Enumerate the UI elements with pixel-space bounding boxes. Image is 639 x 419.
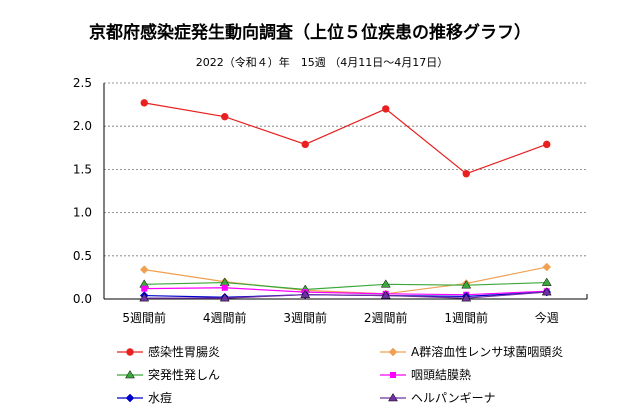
y-tick-label: 1.5 <box>73 162 92 176</box>
legend-label: 感染性胃腸炎 <box>148 344 220 359</box>
axes <box>103 83 588 300</box>
data-point <box>542 262 552 272</box>
legend-label: A群溶血性レンサ球菌咽頭炎 <box>411 344 563 359</box>
legend-item-0: 感染性胃腸炎 <box>117 344 220 359</box>
y-tick-label: 0.0 <box>73 292 92 306</box>
data-point <box>541 277 552 286</box>
x-tick-label: 5週間前 <box>122 310 166 325</box>
legend-label: 水痘 <box>148 390 172 405</box>
series-line <box>144 291 547 299</box>
series-line <box>144 102 547 175</box>
data-point <box>140 99 148 107</box>
series-lines <box>139 99 552 302</box>
data-point <box>388 347 398 357</box>
y-tick-label: 1.0 <box>73 206 92 220</box>
data-point <box>125 393 135 403</box>
data-point <box>221 112 229 121</box>
legend-item-2: 突発性発しん <box>117 367 220 382</box>
series-line <box>144 281 547 291</box>
data-point <box>139 265 149 274</box>
legend-item-3: 咽頭結膜熱 <box>380 368 471 382</box>
data-point <box>543 140 551 149</box>
legend-label: ヘルパンギーナ <box>411 391 496 405</box>
chart-title: 京都府感染症発生動向調査（上位５位疾患の推移グラフ） <box>89 22 531 43</box>
legend-item-5: ヘルパンギーナ <box>380 391 496 405</box>
data-point <box>462 170 470 178</box>
data-point <box>461 280 472 289</box>
x-tick-label: 2週間前 <box>364 310 408 325</box>
x-tick-label: 1週間前 <box>444 310 488 325</box>
data-point <box>126 348 134 356</box>
data-point <box>125 370 135 379</box>
legend-item-4: 水痘 <box>117 390 172 405</box>
data-point <box>380 279 391 288</box>
series-line <box>144 287 547 296</box>
series-line <box>144 266 547 295</box>
data-point <box>300 289 311 298</box>
data-point <box>461 293 472 302</box>
data-point <box>382 105 390 113</box>
series-5 <box>139 287 552 302</box>
legend-label: 突発性発しん <box>148 367 220 382</box>
y-axis-ticks: 0.0 0.5 1.0 1.5 2.0 2.5 <box>73 76 92 306</box>
series-2 <box>139 277 552 293</box>
y-tick-label: 2.5 <box>73 76 92 90</box>
y-tick-label: 0.5 <box>73 249 92 263</box>
series-0 <box>140 99 551 178</box>
x-tick-label: 3週間前 <box>283 310 327 325</box>
y-tick-label: 2.0 <box>73 119 92 133</box>
data-point <box>139 293 150 302</box>
chart-subtitle: 2022（令和４）年 15週 （4月11日～4月17日） <box>196 55 448 69</box>
x-tick-label: 4週間前 <box>203 310 247 325</box>
legend-item-1: A群溶血性レンサ球菌咽頭炎 <box>380 344 563 359</box>
data-point <box>380 290 391 299</box>
data-point <box>221 284 228 291</box>
data-point <box>388 393 398 402</box>
x-axis-ticks: 5週間前 4週間前 3週間前 2週間前 1週間前 今週 <box>122 310 558 325</box>
data-point <box>301 140 309 149</box>
legend-label: 咽頭結膜熱 <box>411 368 471 382</box>
data-point <box>541 287 552 296</box>
data-point <box>390 372 396 378</box>
data-point <box>219 293 230 302</box>
data-point <box>141 285 148 292</box>
x-tick-label: 今週 <box>535 310 559 325</box>
